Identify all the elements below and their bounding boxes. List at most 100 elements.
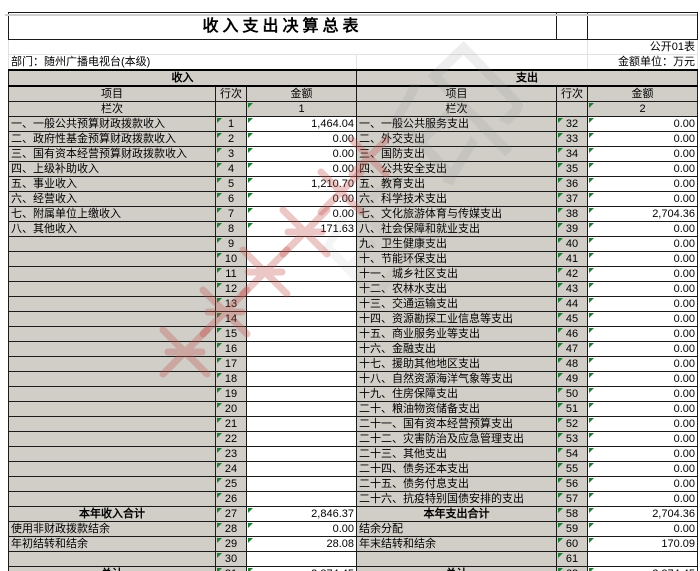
expense-amount-cell[interactable]: 170.09: [587, 536, 699, 552]
income-item-cell[interactable]: 四、上级补助收入: [8, 161, 216, 177]
income-item-cell[interactable]: [8, 431, 216, 447]
income-item-cell[interactable]: [8, 266, 216, 282]
income-index-label[interactable]: 栏次: [8, 101, 216, 117]
expense-line-cell[interactable]: 47: [556, 341, 589, 357]
expense-amount-cell[interactable]: 0.00: [587, 161, 699, 177]
expense-amount-cell[interactable]: 0.00: [587, 341, 699, 357]
income-item-cell[interactable]: 六、经营收入: [8, 191, 216, 207]
income-line-cell[interactable]: 9: [215, 236, 247, 252]
income-item-cell[interactable]: 年初结转和结余: [8, 536, 216, 552]
expense-amount-cell[interactable]: 2,874.45: [587, 566, 699, 571]
income-line-cell[interactable]: 14: [215, 311, 247, 327]
expense-amount-cell[interactable]: 0.00: [587, 191, 699, 207]
expense-index-label[interactable]: 栏次: [355, 101, 558, 117]
expense-line-cell[interactable]: 57: [556, 491, 589, 507]
expense-line-cell[interactable]: 43: [556, 281, 589, 297]
income-line-cell[interactable]: 28: [215, 521, 247, 537]
expense-item-cell[interactable]: 结余分配: [355, 521, 558, 537]
income-item-cell[interactable]: [8, 281, 216, 297]
unit-label[interactable]: 金额单位：万元: [587, 54, 699, 71]
income-section-header[interactable]: 收入: [8, 69, 357, 87]
expense-item-cell[interactable]: 六、科学技术支出: [355, 191, 558, 207]
income-amount-cell[interactable]: [246, 341, 357, 357]
expense-amount-header[interactable]: 金额: [587, 85, 699, 102]
expense-item-cell[interactable]: 十四、资源勘探工业信息等支出: [355, 311, 558, 327]
income-item-cell[interactable]: [8, 371, 216, 387]
expense-line-cell[interactable]: 61: [556, 551, 589, 567]
expense-line-cell[interactable]: 38: [556, 206, 589, 222]
expense-line-cell[interactable]: 48: [556, 356, 589, 372]
title-row-empty-cell[interactable]: [587, 12, 699, 40]
expense-item-cell[interactable]: 八、社会保障和就业支出: [355, 221, 558, 237]
income-amount-cell[interactable]: 0.00: [246, 131, 357, 147]
expense-line-cell[interactable]: 40: [556, 236, 589, 252]
income-amount-cell[interactable]: [246, 326, 357, 342]
income-amount-cell[interactable]: [246, 251, 357, 267]
expense-item-cell[interactable]: 二、外交支出: [355, 131, 558, 147]
income-item-cell[interactable]: [8, 551, 216, 567]
income-line-cell[interactable]: 8: [215, 221, 247, 237]
income-amount-cell[interactable]: [246, 446, 357, 462]
expense-amount-cell[interactable]: 0.00: [587, 461, 699, 477]
expense-item-header[interactable]: 项目: [355, 85, 558, 102]
expense-item-cell[interactable]: 十、节能环保支出: [355, 251, 558, 267]
income-item-cell[interactable]: [8, 386, 216, 402]
income-amount-cell[interactable]: 0.00: [246, 206, 357, 222]
income-line-cell[interactable]: 18: [215, 371, 247, 387]
expense-line-cell[interactable]: 56: [556, 476, 589, 492]
expense-amount-cell[interactable]: 0.00: [587, 176, 699, 192]
income-amount-cell[interactable]: [246, 431, 357, 447]
expense-item-cell[interactable]: 本年支出合计: [355, 506, 558, 522]
income-item-cell[interactable]: [8, 326, 216, 342]
expense-line-cell[interactable]: 54: [556, 446, 589, 462]
expense-amount-cell[interactable]: [587, 551, 699, 567]
expense-amount-cell[interactable]: 0.00: [587, 326, 699, 342]
expense-line-cell[interactable]: 53: [556, 431, 589, 447]
income-item-cell[interactable]: 八、其他收入: [8, 221, 216, 237]
income-amount-cell[interactable]: [246, 461, 357, 477]
income-line-cell[interactable]: 29: [215, 536, 247, 552]
expense-amount-cell[interactable]: 0.00: [587, 281, 699, 297]
expense-item-cell[interactable]: 十五、商业服务业等支出: [355, 326, 558, 342]
expense-amount-cell[interactable]: 0.00: [587, 491, 699, 507]
expense-item-cell[interactable]: 二十三、其他支出: [355, 446, 558, 462]
income-item-cell[interactable]: [8, 251, 216, 267]
expense-section-header[interactable]: 支出: [355, 69, 699, 87]
expense-item-cell[interactable]: 三、国防支出: [355, 146, 558, 162]
expense-line-cell[interactable]: 49: [556, 371, 589, 387]
expense-line-cell[interactable]: 51: [556, 401, 589, 417]
income-amount-header[interactable]: 金额: [246, 85, 357, 102]
income-amount-cell[interactable]: [246, 476, 357, 492]
expense-line-cell[interactable]: 33: [556, 131, 589, 147]
income-line-cell[interactable]: 15: [215, 326, 247, 342]
expense-line-cell[interactable]: 42: [556, 266, 589, 282]
expense-line-header[interactable]: 行次: [556, 85, 589, 102]
expense-item-cell[interactable]: 七、文化旅游体育与传媒支出: [355, 206, 558, 222]
income-item-cell[interactable]: 一、一般公共预算财政拨款收入: [8, 116, 216, 132]
expense-line-cell[interactable]: 46: [556, 326, 589, 342]
expense-line-cell[interactable]: 34: [556, 146, 589, 162]
expense-amount-cell[interactable]: 0.00: [587, 446, 699, 462]
expense-amount-cell[interactable]: 0.00: [587, 401, 699, 417]
expense-item-cell[interactable]: 二十、粮油物资储备支出: [355, 401, 558, 417]
income-amount-cell[interactable]: 0.00: [246, 161, 357, 177]
income-amount-cell[interactable]: 28.08: [246, 536, 357, 552]
income-line-cell[interactable]: 5: [215, 176, 247, 192]
income-amount-cell[interactable]: [246, 551, 357, 567]
expense-item-cell[interactable]: 二十六、抗疫特别国债安排的支出: [355, 491, 558, 507]
income-line-cell[interactable]: 19: [215, 386, 247, 402]
expense-item-cell[interactable]: 四、公共安全支出: [355, 161, 558, 177]
income-item-cell[interactable]: [8, 236, 216, 252]
income-index-empty-cell[interactable]: [215, 101, 247, 117]
expense-amount-cell[interactable]: 2,704.36: [587, 206, 699, 222]
income-line-cell[interactable]: 7: [215, 206, 247, 222]
expense-amount-cell[interactable]: 0.00: [587, 521, 699, 537]
income-line-cell[interactable]: 22: [215, 431, 247, 447]
expense-amount-cell[interactable]: 0.00: [587, 371, 699, 387]
income-item-cell[interactable]: 七、附属单位上缴收入: [8, 206, 216, 222]
expense-amount-cell[interactable]: 0.00: [587, 296, 699, 312]
expense-amount-cell[interactable]: 0.00: [587, 266, 699, 282]
expense-line-cell[interactable]: 45: [556, 311, 589, 327]
expense-line-cell[interactable]: 37: [556, 191, 589, 207]
income-amount-cell[interactable]: 0.00: [246, 191, 357, 207]
